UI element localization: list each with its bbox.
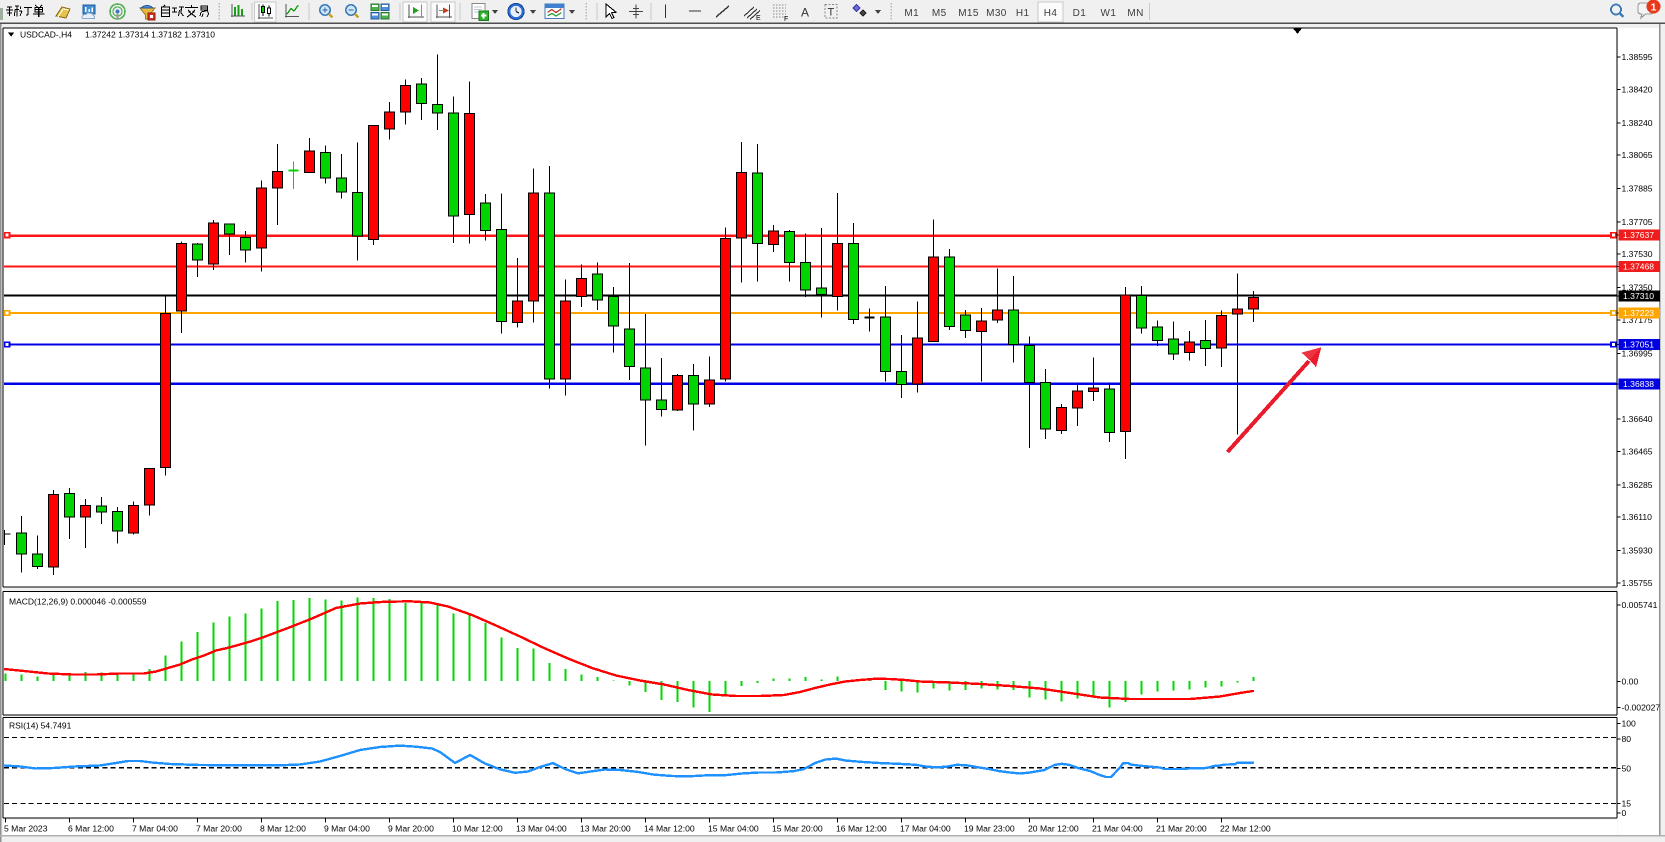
svg-text:8 Mar 12:00: 8 Mar 12:00 (260, 823, 306, 833)
svg-text:1.37223: 1.37223 (1623, 308, 1654, 318)
svg-text:A: A (801, 6, 809, 20)
svg-text:1.37705: 1.37705 (1622, 217, 1653, 227)
svg-text:10 Mar 12:00: 10 Mar 12:00 (452, 823, 503, 833)
svg-text:M15: M15 (958, 8, 979, 19)
svg-text:21 Mar 04:00: 21 Mar 04:00 (1092, 823, 1143, 833)
svg-text:RSI(14) 54.7491: RSI(14) 54.7491 (9, 720, 72, 730)
svg-text:5 Mar 2023: 5 Mar 2023 (4, 823, 48, 833)
svg-text:9 Mar 20:00: 9 Mar 20:00 (388, 823, 434, 833)
svg-text:14 Mar 12:00: 14 Mar 12:00 (644, 823, 695, 833)
svg-text:F: F (784, 16, 788, 23)
svg-text:1.36995: 1.36995 (1622, 348, 1653, 358)
svg-text:50: 50 (1622, 764, 1632, 774)
svg-text:1.36285: 1.36285 (1622, 480, 1653, 490)
svg-text:1.38065: 1.38065 (1622, 150, 1653, 160)
svg-text:-0.002027: -0.002027 (1622, 702, 1661, 712)
svg-text:M30: M30 (986, 8, 1007, 19)
svg-text:9 Mar 04:00: 9 Mar 04:00 (324, 823, 370, 833)
svg-text:1.37310: 1.37310 (1623, 291, 1654, 301)
svg-text:D1: D1 (1073, 8, 1087, 19)
svg-text:21 Mar 20:00: 21 Mar 20:00 (1156, 823, 1207, 833)
svg-text:1.37242 1.37314 1.37182 1.3731: 1.37242 1.37314 1.37182 1.37310 (85, 30, 215, 40)
svg-text:15 Mar 20:00: 15 Mar 20:00 (772, 823, 823, 833)
svg-text:1.36110: 1.36110 (1622, 512, 1653, 522)
svg-text:13 Mar 20:00: 13 Mar 20:00 (580, 823, 631, 833)
svg-text:M1: M1 (904, 8, 919, 19)
svg-text:13 Mar 04:00: 13 Mar 04:00 (516, 823, 567, 833)
svg-text:17 Mar 04:00: 17 Mar 04:00 (900, 823, 951, 833)
svg-text:1.37468: 1.37468 (1623, 261, 1654, 271)
svg-text:1.37350: 1.37350 (1622, 283, 1653, 293)
svg-text:80: 80 (1622, 734, 1632, 744)
svg-text:0.00: 0.00 (1622, 677, 1639, 687)
svg-text:100: 100 (1622, 718, 1637, 728)
svg-text:1.37637: 1.37637 (1623, 230, 1654, 240)
svg-text:1.35930: 1.35930 (1622, 546, 1653, 556)
svg-text:1.35755: 1.35755 (1622, 578, 1653, 588)
svg-text:20 Mar 12:00: 20 Mar 12:00 (1028, 823, 1079, 833)
svg-text:T: T (828, 7, 835, 19)
svg-text:19 Mar 23:00: 19 Mar 23:00 (964, 823, 1015, 833)
svg-text:H1: H1 (1016, 8, 1030, 19)
svg-text:MACD(12,26,9) 0.000046 -0.0005: MACD(12,26,9) 0.000046 -0.000559 (9, 596, 147, 606)
svg-text:E: E (756, 15, 761, 22)
svg-text:1.38240: 1.38240 (1622, 118, 1653, 128)
svg-text:15: 15 (1622, 798, 1632, 808)
svg-text:16 Mar 12:00: 16 Mar 12:00 (836, 823, 887, 833)
svg-text:W1: W1 (1101, 8, 1117, 19)
svg-text:1.37885: 1.37885 (1622, 184, 1653, 194)
svg-text:0: 0 (1622, 808, 1627, 818)
svg-text:1.38420: 1.38420 (1622, 84, 1653, 94)
svg-text:15 Mar 04:00: 15 Mar 04:00 (708, 823, 759, 833)
svg-text:1.36465: 1.36465 (1622, 447, 1653, 457)
svg-text:1: 1 (1651, 2, 1657, 14)
svg-text:1.36640: 1.36640 (1622, 414, 1653, 424)
svg-text:MN: MN (1127, 8, 1143, 19)
svg-text:1.37175: 1.37175 (1622, 315, 1653, 325)
svg-text:H4: H4 (1044, 8, 1058, 19)
svg-text:7 Mar 20:00: 7 Mar 20:00 (196, 823, 242, 833)
svg-text:1.36838: 1.36838 (1623, 379, 1654, 389)
svg-text:1.37530: 1.37530 (1622, 249, 1653, 259)
svg-text:1.38595: 1.38595 (1622, 52, 1653, 62)
svg-text:USDCAD-,H4: USDCAD-,H4 (20, 30, 72, 40)
svg-text:0.005741: 0.005741 (1622, 600, 1658, 610)
svg-text:M5: M5 (932, 8, 947, 19)
svg-text:22 Mar 12:00: 22 Mar 12:00 (1220, 823, 1271, 833)
svg-text:1.37051: 1.37051 (1623, 339, 1654, 349)
svg-text:6 Mar 12:00: 6 Mar 12:00 (68, 823, 114, 833)
svg-text:7 Mar 04:00: 7 Mar 04:00 (132, 823, 178, 833)
